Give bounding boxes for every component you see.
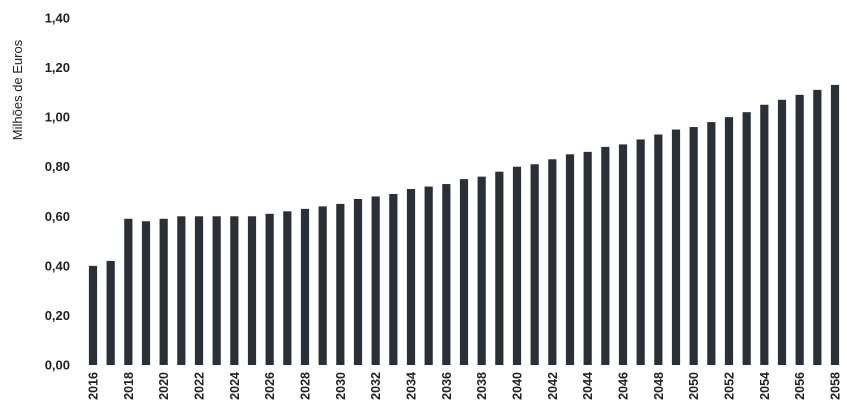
x-tick-label: 2054 [758, 372, 772, 400]
x-tick-label: 2058 [829, 372, 843, 400]
bar-2025 [247, 216, 257, 365]
bar-2022 [194, 216, 204, 365]
x-tick-label: 2044 [581, 372, 595, 400]
bar-2016 [88, 265, 98, 365]
x-tick-label: 2034 [405, 372, 419, 400]
bar-2040 [512, 166, 522, 365]
x-tick-label: 2032 [369, 372, 383, 400]
x-tick-label: 2020 [157, 372, 171, 400]
y-tick-label: 0,60 [45, 209, 70, 224]
x-tick-label: 2028 [299, 372, 313, 400]
bar-2058 [830, 84, 840, 366]
bar-2048 [654, 134, 663, 365]
bar-2057 [813, 89, 822, 365]
bar-2054 [760, 104, 769, 365]
bar-2043 [565, 154, 575, 365]
x-tick-label: 2056 [793, 372, 807, 400]
bar-2024 [230, 216, 239, 365]
bars [88, 84, 840, 366]
y-tick-label: 0,20 [45, 308, 70, 323]
bar-2055 [777, 99, 787, 366]
bar-2047 [636, 139, 645, 365]
bar-2049 [671, 129, 681, 365]
bar-2028 [300, 208, 310, 365]
bar-2051 [707, 122, 716, 365]
bar-2032 [371, 196, 380, 365]
bar-2017 [106, 260, 115, 365]
bar-2027 [283, 211, 292, 365]
x-tick-label: 2024 [228, 372, 242, 400]
x-tick-label: 2030 [334, 372, 348, 400]
bar-2018 [124, 218, 133, 365]
bar-2034 [406, 189, 416, 365]
x-tick-label: 2016 [87, 372, 101, 400]
bar-2020 [159, 218, 168, 365]
x-tick-label: 2050 [687, 372, 701, 400]
x-tick-label: 2048 [652, 372, 666, 400]
bar-2044 [583, 151, 592, 365]
bar-2026 [265, 213, 274, 365]
y-tick-label: 1,00 [45, 110, 70, 125]
x-tick-label: 2042 [546, 372, 560, 400]
bar-2046 [618, 144, 628, 365]
bar-2021 [177, 216, 186, 365]
x-tick-label: 2036 [440, 372, 454, 400]
y-tick-label: 0,40 [45, 258, 70, 273]
bar-2056 [795, 94, 804, 365]
y-tick-label: 1,20 [45, 60, 70, 75]
bar-2029 [318, 206, 327, 365]
bar-2019 [141, 221, 151, 365]
bar-2053 [742, 112, 751, 365]
bar-2031 [353, 198, 363, 365]
y-tick-label: 0,00 [45, 358, 70, 373]
bar-2035 [424, 186, 433, 365]
x-tick-label: 2052 [723, 372, 737, 400]
x-tick-label: 2022 [193, 372, 207, 400]
y-tick-label: 1,40 [45, 11, 70, 26]
y-axis-ticks: 0,00 0,20 0,40 0,60 0,80 1,00 1,20 1,40 [45, 11, 70, 373]
bar-2030 [336, 203, 345, 365]
x-tick-label: 2026 [263, 372, 277, 400]
bar-2037 [459, 179, 469, 365]
bar-2052 [724, 117, 734, 366]
x-tick-label: 2046 [617, 372, 631, 400]
y-tick-label: 0,80 [45, 159, 70, 174]
x-tick-label: 2018 [122, 372, 136, 400]
bar-2038 [477, 176, 486, 365]
x-tick-label: 2040 [511, 372, 525, 400]
bar-2042 [548, 159, 557, 365]
x-axis-ticks: 2016 2018 2020 2022 2024 2026 2028 2030 2032 2034… [87, 372, 843, 400]
bar-2041 [530, 164, 539, 365]
bar-2033 [389, 193, 398, 365]
bar-2050 [689, 127, 698, 365]
bar-2039 [495, 171, 504, 365]
bar-2036 [442, 184, 451, 365]
y-axis-label: Milhões de Euros [10, 39, 25, 140]
bar-2045 [601, 146, 610, 365]
bar-2023 [212, 216, 221, 365]
x-tick-label: 2038 [475, 372, 489, 400]
